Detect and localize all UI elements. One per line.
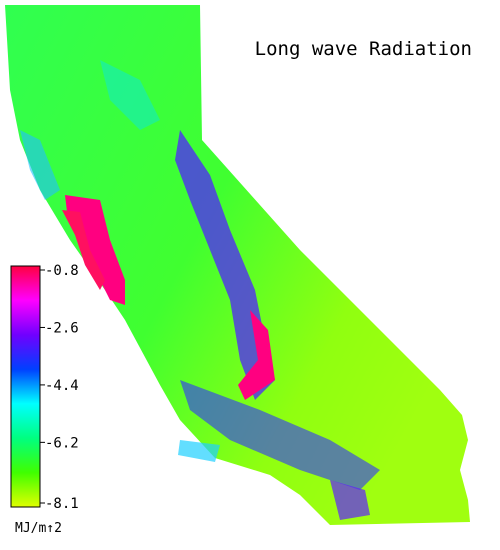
map-title: Long wave Radiation	[255, 38, 472, 60]
colorbar-tick-label: -6.2	[45, 435, 79, 451]
colorbar-scale	[10, 265, 41, 508]
colorbar-unit: MJ/m↑2	[15, 521, 62, 536]
colorbar: -0.8 -2.6 -4.4 -6.2 -8.1	[10, 263, 79, 512]
colorbar-tick-label: -0.8	[45, 263, 79, 279]
cloud-patches	[20, 60, 380, 520]
colorbar-tick-label: -4.4	[45, 378, 79, 394]
colorbar-tick-label: -8.1	[45, 496, 79, 512]
colorbar-tick-label: -2.6	[45, 320, 79, 336]
